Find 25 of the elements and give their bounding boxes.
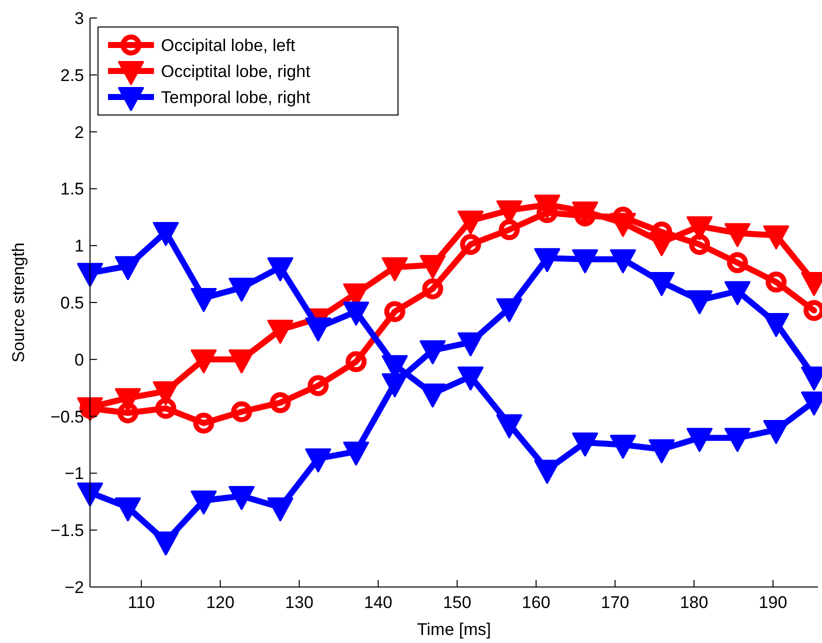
x-axis-title: Time [ms] bbox=[417, 620, 491, 639]
y-tick-label: 3 bbox=[74, 9, 84, 28]
legend-label: Occipital lobe, left bbox=[161, 36, 296, 55]
legend-label: Occiptital lobe, right bbox=[161, 62, 311, 81]
y-tick-label: −0.5 bbox=[50, 407, 84, 426]
x-tick-label: 120 bbox=[206, 593, 234, 612]
y-tick-label: 0 bbox=[74, 350, 84, 370]
x-tick-label: 150 bbox=[442, 593, 472, 612]
y-tick-label: 2.5 bbox=[60, 66, 84, 85]
y-tick-label: 1 bbox=[74, 236, 84, 256]
x-tick-label: 140 bbox=[364, 593, 392, 612]
x-tick-label: 180 bbox=[680, 593, 708, 612]
x-tick-label: 170 bbox=[600, 593, 630, 612]
legend-label: Temporal lobe, right bbox=[161, 88, 311, 107]
y-axis-title: Source strength bbox=[9, 242, 28, 363]
y-tick-label: 2 bbox=[74, 122, 84, 142]
x-tick-label: 130 bbox=[285, 593, 314, 612]
x-tick-label: 190 bbox=[758, 593, 788, 612]
x-tick-label: 110 bbox=[128, 593, 155, 612]
y-tick-label: −1.5 bbox=[50, 521, 84, 540]
y-tick-label: −1 bbox=[64, 464, 84, 484]
y-tick-label: 0.5 bbox=[60, 294, 84, 312]
y-tick-label: 1.5 bbox=[60, 180, 84, 199]
y-tick-label: −2 bbox=[64, 578, 84, 597]
x-tick-label: 160 bbox=[522, 593, 550, 612]
